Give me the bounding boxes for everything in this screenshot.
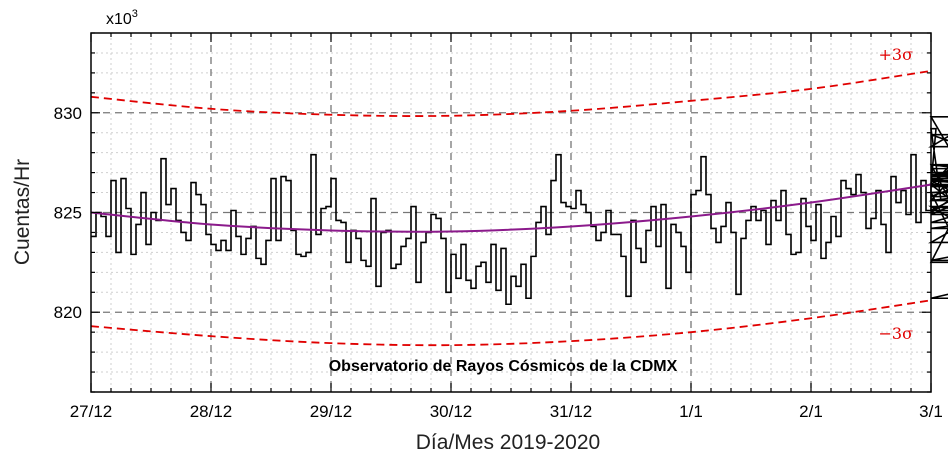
y-multiplier-exponent: 3	[132, 8, 138, 20]
y-tick-label: 820	[54, 303, 82, 322]
y-axis-title: Cuentas/Hr	[11, 159, 34, 265]
fit-curve-line	[90, 183, 932, 233]
x-tick-label: 27/12	[70, 402, 113, 421]
upper-sigma-band-line	[90, 70, 932, 117]
y-tick-label: 825	[54, 204, 82, 223]
lower-sigma-label: −3σ	[878, 324, 913, 343]
x-tick-label: 2/1	[799, 402, 823, 421]
x-tick-label: 31/12	[550, 402, 593, 421]
y-tick-label: 830	[54, 104, 82, 123]
chart-annotation: Observatorio de Rayos Cósmicos de la CDM…	[329, 358, 678, 375]
upper-sigma-label: +3σ	[878, 45, 913, 64]
x-tick-label: 28/12	[190, 402, 233, 421]
x-tick-label: 30/12	[430, 402, 473, 421]
counts-series-line	[91, 115, 948, 306]
y-multiplier-base: x10	[106, 11, 132, 28]
x-tick-label: 1/1	[679, 402, 703, 421]
sigma-bands	[90, 70, 932, 347]
y-multiplier-label: x103	[106, 8, 138, 28]
tick-labels: 27/12 28/12 29/12 30/12 31/12 1/1 2/1 3/1 820 825…	[54, 104, 943, 421]
x-tick-label: 29/12	[310, 402, 353, 421]
grid	[91, 32, 931, 393]
axis-ticks	[90, 32, 932, 393]
x-tick-label: 3/1	[919, 402, 943, 421]
lower-sigma-band-line	[90, 299, 932, 347]
x-axis-title: Día/Mes 2019-2020	[416, 431, 600, 454]
